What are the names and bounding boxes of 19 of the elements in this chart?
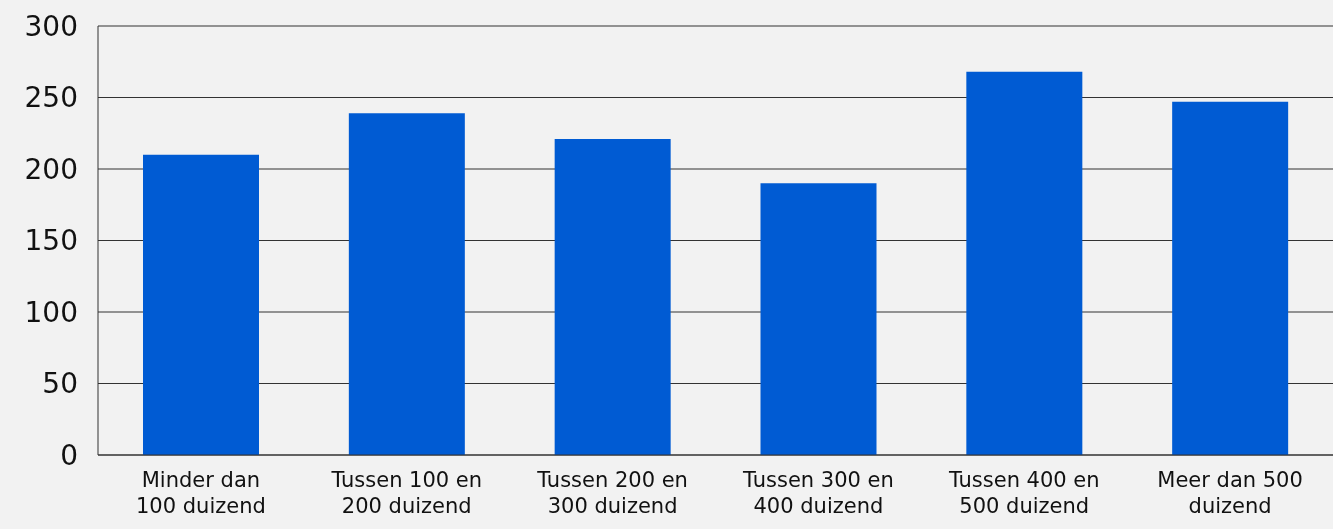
y-tick-label: 300 bbox=[24, 9, 78, 43]
bar bbox=[554, 138, 671, 455]
bar bbox=[966, 71, 1083, 455]
y-tick-label: 100 bbox=[24, 295, 78, 329]
y-tick-label: 250 bbox=[24, 81, 78, 115]
x-tick-label: Tussen 200 en 300 duizend bbox=[536, 468, 688, 518]
y-tick-label: 150 bbox=[24, 224, 78, 258]
bar bbox=[348, 113, 465, 455]
x-tick-label: Tussen 100 en 200 duizend bbox=[330, 468, 483, 518]
y-tick-label: 0 bbox=[60, 438, 78, 472]
x-tick-label: Tussen 300 en 400 duizend bbox=[742, 468, 894, 518]
y-tick-label: 50 bbox=[42, 367, 78, 401]
x-tick-label: Minder dan 100 duizend bbox=[136, 468, 266, 518]
bar bbox=[143, 154, 259, 455]
bar bbox=[760, 183, 877, 455]
y-tick-label: 200 bbox=[24, 152, 78, 186]
x-tick-label: Meer dan 500 duizend bbox=[1157, 468, 1303, 518]
bar bbox=[1172, 101, 1289, 455]
x-tick-label: Tussen 400 en 500 duizend bbox=[947, 468, 1100, 518]
